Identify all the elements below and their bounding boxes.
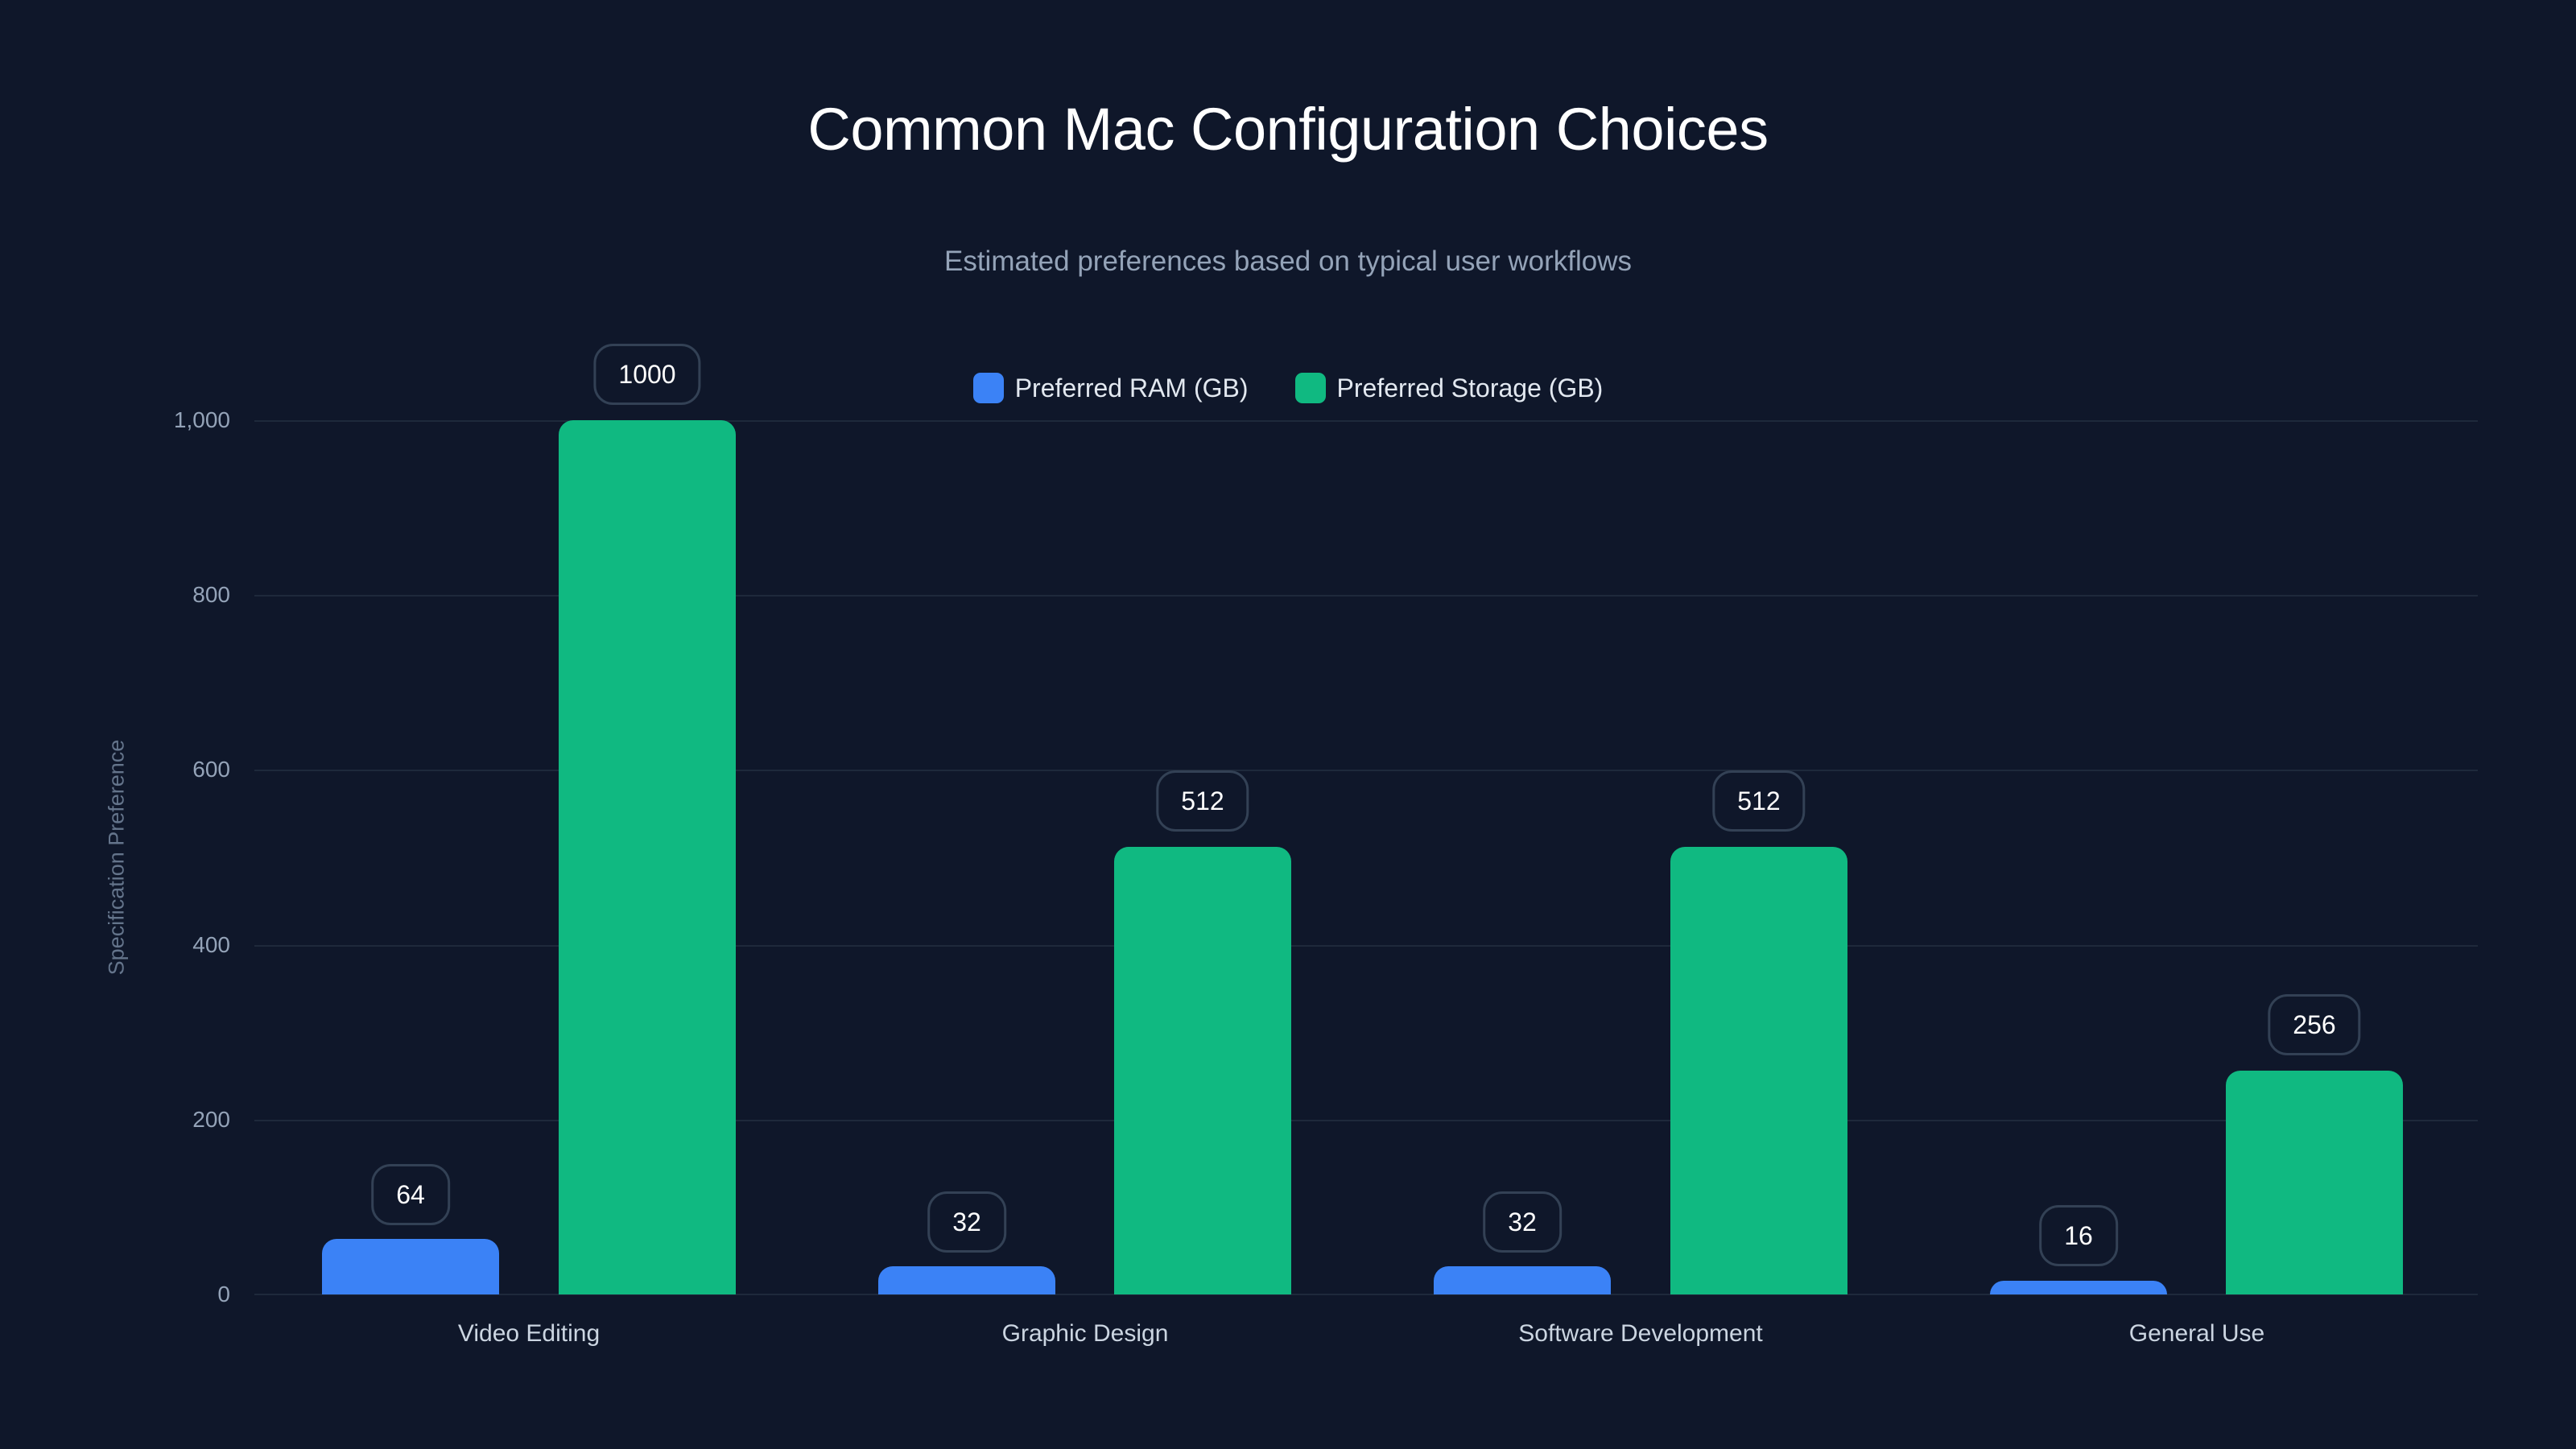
legend-swatch-ram-icon	[972, 373, 1004, 403]
y-tick-800: 800	[192, 582, 230, 607]
legend-label-ram: Preferred RAM (GB)	[1014, 373, 1249, 402]
y-tick-600: 600	[192, 757, 230, 782]
bar-storage-software-development[interactable]	[1670, 847, 1847, 1294]
bar-storage-video-editing[interactable]	[559, 420, 736, 1294]
bar-storage-general-use[interactable]	[2226, 1071, 2403, 1294]
gridline-400	[254, 945, 2478, 947]
y-tick-200: 200	[192, 1107, 230, 1132]
bar-ram-general-use[interactable]	[1990, 1281, 2167, 1294]
x-tick-general-use: General Use	[2128, 1320, 2265, 1347]
y-tick-400: 400	[192, 932, 230, 957]
data-label-storage-graphic-design: 512	[1156, 770, 1249, 832]
data-label-storage-general-use: 256	[2268, 994, 2361, 1055]
gridline-800	[254, 595, 2478, 597]
gridline-200	[254, 1120, 2478, 1121]
bar-ram-software-development[interactable]	[1434, 1266, 1611, 1294]
bar-ram-graphic-design[interactable]	[878, 1266, 1055, 1294]
bar-ram-video-editing[interactable]	[322, 1239, 499, 1294]
data-label-ram-software-development: 32	[1483, 1191, 1562, 1253]
x-tick-video-editing: Video Editing	[457, 1320, 601, 1347]
data-label-ram-video-editing: 64	[371, 1164, 450, 1225]
plot-area	[254, 420, 2478, 1295]
baseline	[254, 1294, 2478, 1295]
bar-storage-graphic-design[interactable]	[1114, 847, 1291, 1294]
x-tick-software-development: Software Development	[1518, 1320, 1763, 1347]
data-label-ram-general-use: 16	[2039, 1205, 2118, 1266]
data-label-storage-software-development: 512	[1712, 770, 1806, 832]
y-tick-0: 0	[217, 1282, 230, 1307]
gridline-600	[254, 770, 2478, 771]
legend-item-storage[interactable]: Preferred Storage (GB)	[1294, 373, 1604, 403]
chart-subtitle: Estimated preferences based on typical u…	[943, 246, 1632, 277]
legend: Preferred RAM (GB) Preferred Storage (GB…	[0, 373, 2576, 403]
legend-label-storage: Preferred Storage (GB)	[1336, 373, 1604, 402]
data-label-storage-video-editing: 1000	[593, 344, 701, 405]
gridline-1000	[254, 420, 2478, 422]
chart-title: Common Mac Configuration Choices	[807, 96, 1769, 163]
legend-swatch-storage-icon	[1294, 373, 1326, 403]
x-tick-graphic-design: Graphic Design	[1001, 1320, 1169, 1347]
y-tick-1000: 1,000	[173, 407, 230, 432]
data-label-ram-graphic-design: 32	[927, 1191, 1006, 1253]
legend-item-ram[interactable]: Preferred RAM (GB)	[972, 373, 1249, 403]
